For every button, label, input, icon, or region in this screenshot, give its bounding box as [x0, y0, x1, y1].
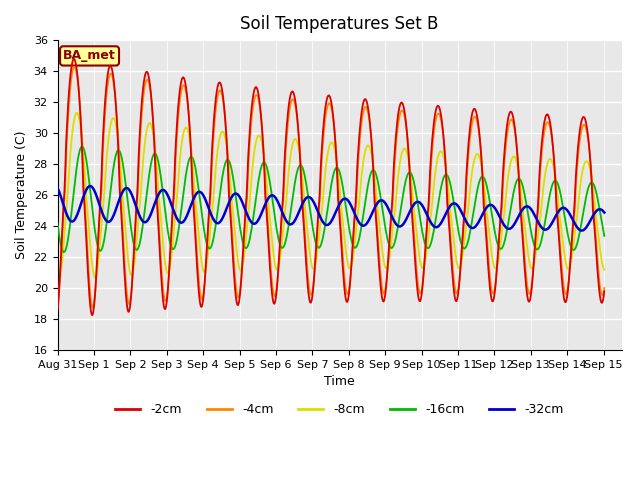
Text: BA_met: BA_met [63, 49, 116, 62]
Y-axis label: Soil Temperature (C): Soil Temperature (C) [15, 131, 28, 259]
Title: Soil Temperatures Set B: Soil Temperatures Set B [241, 15, 439, 33]
X-axis label: Time: Time [324, 375, 355, 388]
Legend: -2cm, -4cm, -8cm, -16cm, -32cm: -2cm, -4cm, -8cm, -16cm, -32cm [111, 398, 569, 421]
